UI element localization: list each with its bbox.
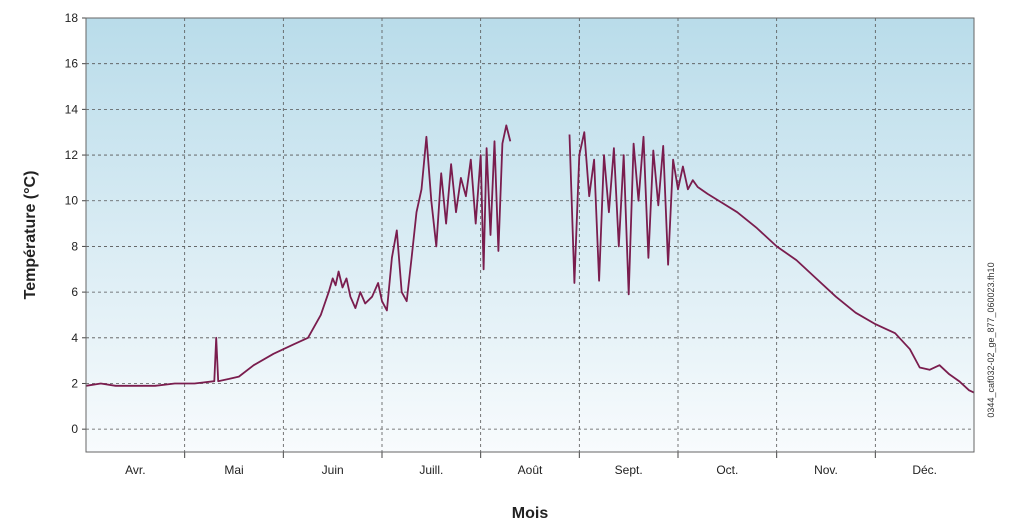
x-tick-label: Sept. — [615, 463, 643, 477]
x-tick-labels: Avr. Mai Juin Juill. Août Sept. Oct. Nov. Déc. — [125, 452, 937, 477]
temperature-series — [85, 124, 975, 394]
y-tick-label: 2 — [71, 376, 78, 390]
series-line-segment — [85, 124, 512, 387]
x-tick-label: Mai — [224, 463, 243, 477]
series-line-segment — [568, 131, 975, 394]
x-tick-label: Nov. — [814, 463, 838, 477]
side-annotation: 0344_caf032-02_ge_877_060023.fh10 — [986, 262, 996, 417]
plot-area — [86, 18, 974, 452]
y-tick-label: 4 — [71, 331, 78, 345]
y-tick-label: 0 — [71, 422, 78, 436]
y-tick-label: 12 — [65, 148, 79, 162]
x-tick-label: Avr. — [125, 463, 145, 477]
x-tick-label: Déc. — [912, 463, 937, 477]
x-tick-label: Juill. — [419, 463, 443, 477]
y-tick-label: 10 — [65, 194, 79, 208]
y-tick-labels: 0 2 4 6 8 10 12 14 16 18 — [65, 11, 86, 436]
y-tick-label: 6 — [71, 285, 78, 299]
y-tick-label: 18 — [65, 11, 79, 25]
plot-border — [85, 17, 975, 453]
y-tick-label: 8 — [71, 239, 78, 253]
x-axis-title: Mois — [512, 505, 549, 522]
grid-lines — [86, 18, 974, 452]
y-tick-label: 14 — [65, 102, 79, 116]
x-tick-label: Juin — [322, 463, 344, 477]
y-tick-label: 16 — [65, 57, 79, 71]
x-tick-label: Août — [518, 463, 543, 477]
x-tick-label: Oct. — [716, 463, 738, 477]
y-axis-title: Température (°C) — [22, 171, 39, 300]
